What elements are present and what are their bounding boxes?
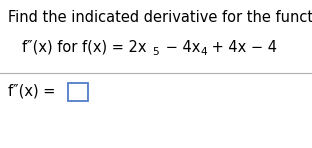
Text: − 4x: − 4x — [161, 40, 200, 55]
Text: 4: 4 — [200, 47, 207, 57]
Bar — [68, 83, 88, 101]
Text: + 4x − 4: + 4x − 4 — [207, 40, 277, 55]
Text: f″(x) for f(x) = 2x: f″(x) for f(x) = 2x — [22, 40, 147, 55]
Text: 5: 5 — [152, 47, 158, 57]
Text: f″(x) =: f″(x) = — [8, 83, 60, 98]
Text: Find the indicated derivative for the function.: Find the indicated derivative for the fu… — [8, 10, 312, 25]
